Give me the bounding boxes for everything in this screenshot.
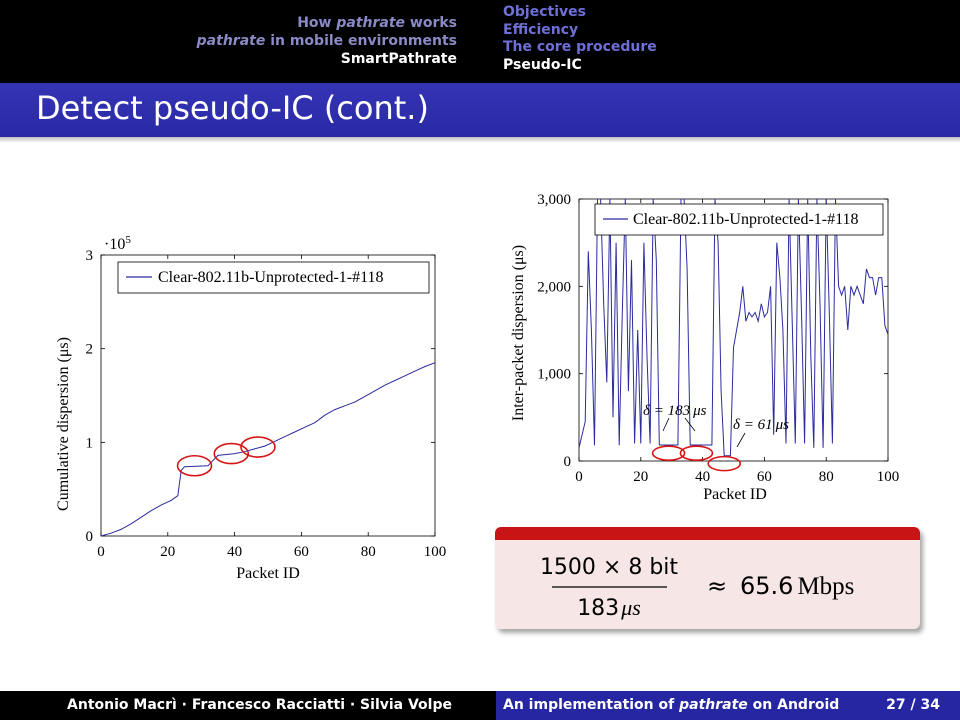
- footer-authors: Antonio Macrì · Francesco Racciatti · Si…: [0, 691, 496, 720]
- highlight-ellipse: [679, 445, 714, 461]
- fraction-denominator: 183μs: [577, 595, 641, 621]
- subsection-nav: Objectives Efficiency The core procedure…: [503, 4, 657, 74]
- nav-pseudo-ic[interactable]: Pseudo-IC: [503, 56, 582, 73]
- y-ticks: 0 1 2 3: [86, 248, 435, 545]
- footer-title-bar: An implementation of pathrate on Android…: [496, 691, 960, 720]
- nav-pathrate-mobile[interactable]: pathrate in mobile environments: [196, 33, 457, 49]
- legend-label: Clear-802.11b-Unprotected-1-#118: [158, 269, 384, 286]
- x-tick-label: 80: [819, 469, 834, 485]
- y-scale-label: ·105: [104, 234, 131, 253]
- title-bar: [0, 83, 960, 143]
- header-bar: How pathrate works pathrate in mobile en…: [0, 0, 960, 83]
- approx-symbol: ≈: [707, 572, 727, 600]
- legend: Clear-802.11b-Unprotected-1-#118: [594, 203, 884, 236]
- x-tick-label: 40: [695, 469, 710, 485]
- x-tick-label: 60: [294, 544, 309, 560]
- y-tick-label: 2,000: [537, 279, 571, 295]
- x-tick-label: 80: [361, 544, 376, 560]
- x-tick-label: 40: [227, 544, 242, 560]
- result-value: 65.6 Mbps: [740, 572, 854, 600]
- highlight-ellipse: [651, 445, 686, 461]
- y-tick-label: 0: [564, 454, 572, 470]
- nav-core-procedure[interactable]: The core procedure: [503, 39, 657, 55]
- nav-objectives[interactable]: Objectives: [503, 4, 586, 20]
- y-ticks: 0 1,000 2,000 3,000: [537, 192, 888, 470]
- axes: [100, 254, 436, 537]
- x-axis-label: Packet ID: [703, 486, 767, 503]
- series-line: [579, 199, 888, 457]
- page-number: 27 / 34: [886, 697, 940, 713]
- highlight-ellipse: [213, 442, 250, 465]
- y-tick-label: 1,000: [537, 367, 571, 383]
- y-tick-label: 3: [86, 248, 94, 264]
- y-tick-label: 3,000: [537, 192, 571, 208]
- cumulative-dispersion-chart: Cumulative dispersion (μs) ·105 0 1 2 3 0 20…: [55, 234, 446, 582]
- legend: Clear-802.11b-Unprotected-1-#118: [117, 261, 430, 294]
- section-nav: How pathrate works pathrate in mobile en…: [197, 14, 457, 68]
- highlight-ellipse: [176, 454, 213, 477]
- delta-annotations: δ = 183 μs δ = 61 μs: [643, 403, 789, 448]
- nav-smartpathrate[interactable]: SmartPathrate: [340, 51, 457, 67]
- x-tick-label: 0: [97, 544, 105, 560]
- series: [579, 199, 888, 457]
- result-box: 1500 × 8 bit 183μs ≈ 65.6 Mbps: [495, 527, 920, 629]
- delta-183-label: δ = 183 μs: [643, 403, 707, 419]
- x-tick-label: 100: [877, 469, 900, 485]
- highlight-ellipses: [651, 445, 742, 472]
- x-axis-label: Packet ID: [236, 565, 300, 582]
- highlight-ellipses: [176, 436, 276, 477]
- inter-packet-dispersion-chart: Inter-packet dispersion (μs) 0 1,000 2,000…: [510, 192, 899, 503]
- x-tick-label: 100: [424, 544, 447, 560]
- nav-how-pathrate-works[interactable]: How pathrate works: [297, 15, 457, 31]
- axes: [578, 198, 889, 462]
- footer-title: An implementation of pathrate on Android: [503, 697, 840, 713]
- highlight-ellipse: [240, 436, 276, 458]
- frame-title: Detect pseudo-IC (cont.): [36, 89, 429, 127]
- delta-61-label: δ = 61 μs: [733, 417, 789, 433]
- x-tick-label: 60: [757, 469, 772, 485]
- result-box-header: [495, 527, 920, 540]
- fraction-numerator: 1500 × 8 bit: [540, 555, 678, 580]
- nav-efficiency[interactable]: Efficiency: [503, 21, 579, 38]
- x-tick-label: 20: [160, 544, 175, 560]
- x-tick-label: 20: [633, 469, 648, 485]
- highlight-ellipse: [707, 455, 742, 472]
- series: [100, 362, 436, 537]
- footer: Antonio Macrì · Francesco Racciatti · Si…: [0, 691, 960, 720]
- y-axis-label: Cumulative dispersion (μs): [55, 337, 72, 511]
- y-tick-label: 1: [86, 435, 94, 451]
- x-tick-label: 0: [575, 469, 583, 485]
- y-tick-label: 2: [86, 342, 94, 358]
- y-axis-label: Inter-packet dispersion (μs): [510, 245, 527, 421]
- y-tick-label: 0: [86, 529, 94, 545]
- x-ticks: 0 20 40 60 80 100: [575, 199, 899, 485]
- x-ticks: 0 20 40 60 80 100: [97, 255, 446, 560]
- legend-label: Clear-802.11b-Unprotected-1-#118: [633, 211, 859, 228]
- series-line: [100, 362, 436, 537]
